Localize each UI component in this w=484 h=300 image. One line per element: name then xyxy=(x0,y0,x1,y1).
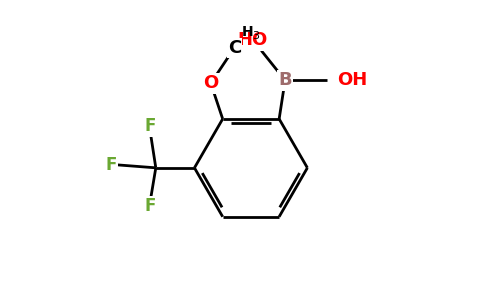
Text: O: O xyxy=(203,74,218,92)
Text: C: C xyxy=(228,39,241,57)
Text: OH: OH xyxy=(337,71,367,89)
Text: F: F xyxy=(106,156,117,174)
Text: HO: HO xyxy=(237,31,268,49)
Text: H: H xyxy=(242,25,254,39)
Text: B: B xyxy=(278,71,292,89)
Text: F: F xyxy=(144,197,155,215)
Text: 3: 3 xyxy=(252,31,259,41)
Text: F: F xyxy=(144,117,155,135)
